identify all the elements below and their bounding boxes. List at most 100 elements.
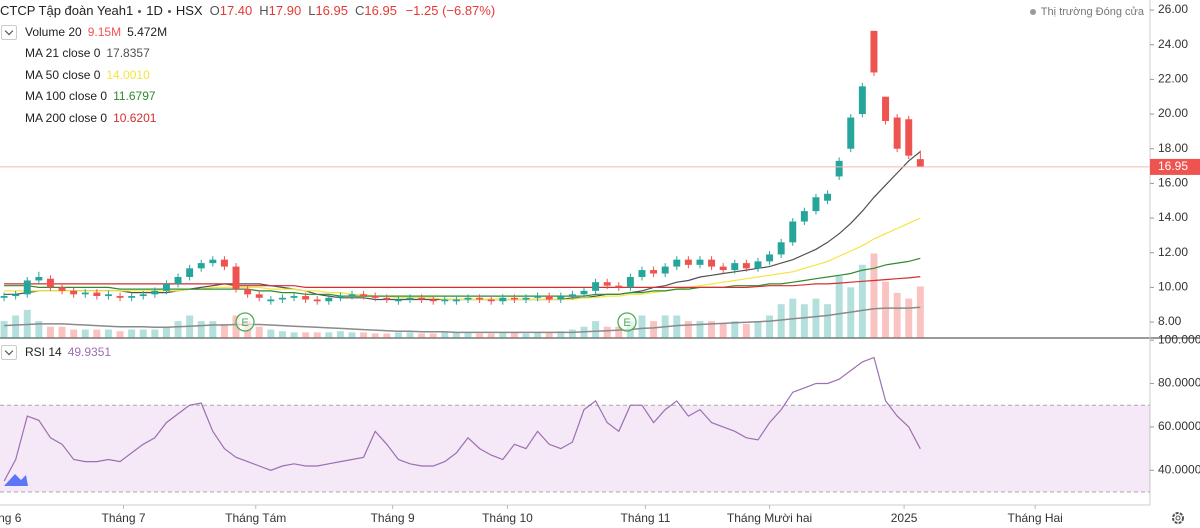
- undefined: RSI 14: [25, 345, 62, 359]
- volume-bar: [916, 286, 924, 338]
- volume-bar: [522, 333, 530, 338]
- x-tick-label: Tháng 7: [102, 511, 146, 525]
- volume-bar: [592, 321, 600, 338]
- volume-bar: [383, 333, 391, 338]
- last-price-label: 16.95: [1158, 159, 1188, 173]
- candle-body: [360, 294, 368, 297]
- candle-body: [255, 294, 263, 298]
- x-tick-label: Tháng Mười hai: [727, 511, 812, 525]
- volume-bar: [360, 332, 368, 338]
- candle-body: [209, 259, 217, 264]
- candle-body: [35, 276, 43, 281]
- candle-body: [476, 297, 484, 300]
- candle-body: [162, 283, 170, 291]
- volume-bar: [603, 326, 611, 338]
- candle-body: [232, 266, 240, 290]
- event-marker: [235, 312, 255, 332]
- volume-bar: [58, 326, 66, 338]
- volume-bar: [290, 332, 298, 338]
- volume-bar: [696, 321, 704, 338]
- candle-body: [557, 296, 565, 300]
- volume-bar: [812, 298, 820, 338]
- candle-body: [336, 296, 344, 298]
- x-tick-label: 2025: [891, 511, 918, 525]
- volume-bar: [499, 332, 507, 338]
- volume-bar: [777, 304, 785, 338]
- candle-body: [429, 299, 437, 302]
- volume-bar: [325, 332, 333, 338]
- candle-body: [661, 266, 669, 274]
- undefined: MA 21 close 0: [25, 46, 101, 60]
- legend-row: Volume 20 9.15M 5.472M: [25, 25, 167, 39]
- rsi-line: [3, 356, 921, 482]
- settings-icon[interactable]: [1172, 512, 1184, 524]
- legend-value: 14.0010: [106, 67, 150, 82]
- volume-bar: [510, 332, 518, 338]
- candle-body: [418, 297, 426, 300]
- volume-bar: [267, 329, 275, 338]
- volume-bar: [638, 315, 646, 338]
- candle-body: [893, 117, 901, 149]
- legend-value: 49.9351: [67, 345, 112, 359]
- logo: [4, 474, 28, 486]
- volume-bar: [197, 321, 205, 338]
- candle-body: [441, 299, 449, 302]
- volume-bar: [371, 333, 379, 338]
- volume-bar: [452, 332, 460, 338]
- volume-bar: [418, 333, 426, 338]
- ohlc-label: O: [209, 3, 220, 18]
- candle-body: [731, 263, 739, 271]
- candle-body: [220, 259, 228, 267]
- volume-bar: [858, 264, 866, 338]
- volume-ma-line: [4, 306, 921, 334]
- candle-body: [777, 242, 785, 255]
- candle-body: [800, 211, 808, 222]
- y-tick-label: 16.00: [1158, 176, 1188, 190]
- volume-bar: [278, 331, 286, 338]
- symbol: CTCP Tập đoàn Yeah1: [0, 3, 134, 18]
- legend-row: MA 21 close 0 17.8357: [25, 46, 150, 60]
- ohlc-value: 17.90: [268, 3, 302, 18]
- candle-body: [197, 263, 205, 269]
- volume-bar: [151, 329, 159, 338]
- candle-body: [452, 299, 460, 302]
- legend-toggle[interactable]: [1, 25, 17, 40]
- volume-bar: [545, 332, 553, 338]
- volume-bar: [162, 326, 170, 338]
- rsi-band: [0, 405, 1150, 492]
- candle-body: [615, 285, 623, 288]
- candle-body: [290, 296, 298, 298]
- volume-bar: [650, 321, 658, 338]
- candle-body: [708, 259, 716, 267]
- candle-body: [116, 296, 124, 298]
- y-tick-label: 20.00: [1158, 106, 1188, 120]
- candle-body: [487, 299, 495, 302]
- candle-body: [510, 297, 518, 300]
- volume-bar: [441, 332, 449, 338]
- ohlc-value: 16.95: [364, 3, 397, 18]
- legend-row: RSI 14 49.9351: [25, 345, 111, 359]
- volume-bar: [302, 332, 310, 338]
- ohlc-value: 17.40: [219, 3, 253, 18]
- candle-body: [58, 287, 66, 291]
- y-tick-label: 12.00: [1158, 245, 1188, 259]
- candle-body: [603, 282, 611, 286]
- candle-body: [858, 86, 866, 115]
- legend-toggle[interactable]: [1, 345, 17, 360]
- y-tick-label: 80.0000: [1158, 376, 1200, 390]
- volume-bar: [255, 326, 263, 338]
- candle-body: [534, 296, 542, 298]
- candle-body: [371, 296, 379, 298]
- volume-bar: [708, 321, 716, 338]
- undefined: MA 100 close 0: [25, 89, 108, 103]
- volume-bar: [487, 333, 495, 338]
- candle-body: [70, 290, 78, 295]
- volume-bar: [104, 329, 112, 338]
- candle-body: [835, 160, 843, 177]
- y-tick-label: 10.00: [1158, 280, 1188, 294]
- volume-bar: [406, 332, 414, 338]
- x-tick-label: Tháng Hai: [1007, 511, 1062, 525]
- candle-body: [383, 297, 391, 300]
